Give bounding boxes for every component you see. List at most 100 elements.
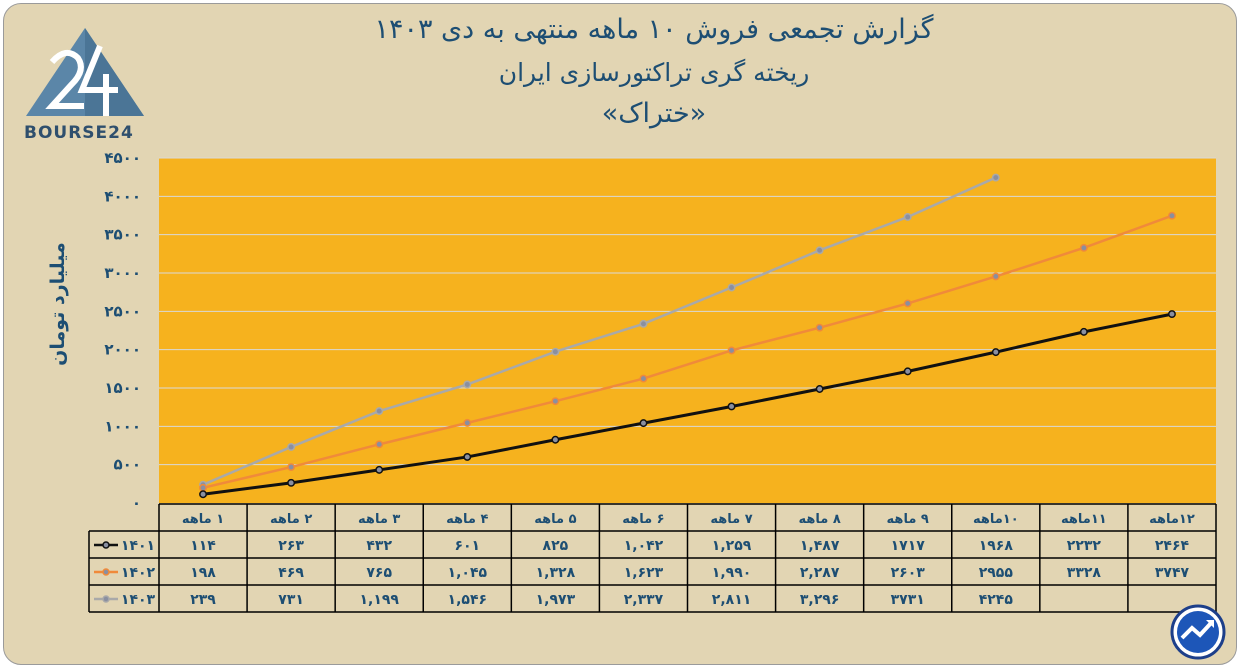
data-label: ۳۳۲۸ — [1067, 565, 1102, 581]
chart-title: گزارش تجمعی فروش ۱۰ ماهه منتهی به دی ۱۴۰… — [374, 14, 934, 45]
y-tick-label: ۴۰۰۰ — [104, 187, 141, 205]
data-point — [463, 418, 472, 427]
legend-label-1403: ۱۴۰۳ — [121, 592, 156, 608]
y-tick-label: ۲۵۰۰ — [104, 302, 141, 320]
data-point — [991, 272, 1000, 281]
category-label: ۲ ماهه — [270, 512, 312, 527]
category-label: ۶ ماهه — [622, 512, 664, 527]
data-label: ۲۴۶۴ — [1155, 538, 1190, 554]
data-point — [903, 367, 912, 376]
data-label: ۸۲۵ — [543, 538, 569, 554]
data-label: ۱,۱۹۹ — [359, 592, 399, 608]
data-label: ۳۷۳۱ — [891, 592, 925, 608]
data-point — [639, 419, 648, 428]
cumulative-sales-chart: ۰ ۵۰۰ ۱۰۰۰ ۱۵۰۰ ۲۰۰۰ ۲۵۰۰ ۳۰۰۰ ۳۵۰۰ ۴۰۰۰ ۴۵۰۰ ۱ ما… — [88, 149, 1217, 613]
y-tick-label: ۳۵۰۰ — [104, 226, 141, 244]
trend-arrow-logo-icon — [1170, 604, 1226, 660]
data-point — [551, 397, 560, 406]
data-label: ۳۷۴۷ — [1155, 565, 1190, 581]
legend-swatch-marker — [102, 541, 110, 549]
y-tick-label: ۲۰۰۰ — [104, 341, 141, 359]
data-label: ۷۳۱ — [278, 592, 304, 608]
data-label: ۱,۴۸۷ — [800, 538, 840, 554]
category-label: ۷ ماهه — [710, 512, 752, 527]
category-label: ۵ ماهه — [534, 512, 576, 527]
y-tick-label: ۳۰۰۰ — [104, 264, 141, 282]
data-point — [639, 319, 648, 328]
data-label: ۱,۵۴۶ — [448, 592, 488, 608]
data-point — [903, 299, 912, 308]
legend-swatch-marker — [102, 595, 110, 603]
data-point — [991, 173, 1000, 182]
data-point — [815, 385, 824, 393]
data-label: ۴۳۲ — [366, 538, 392, 554]
data-point — [287, 478, 296, 487]
data-point — [815, 323, 824, 332]
y-tick-label: ۵۰۰ — [114, 456, 141, 474]
data-label: ۱۱۴ — [190, 538, 216, 554]
category-label: ۱ ماهه — [182, 512, 224, 527]
data-label: ۱۷۱۷ — [891, 538, 926, 554]
data-label: ۲۶۰۳ — [891, 565, 926, 581]
legend-label-1401: ۱۴۰۱ — [121, 538, 155, 554]
data-point — [1079, 327, 1088, 336]
category-label: ۴ ماهه — [446, 512, 488, 527]
legend-swatch-marker — [102, 568, 110, 576]
data-label: ۲,۳۳۷ — [624, 592, 664, 608]
data-label: ۳,۲۹۶ — [800, 592, 840, 608]
series-line-1402 — [202, 214, 1173, 490]
data-point — [1168, 310, 1176, 319]
y-tick-label: ۴۵۰۰ — [104, 149, 141, 167]
data-label: ۲,۸۱۱ — [712, 592, 752, 608]
data-label: ۲۶۳ — [278, 538, 304, 554]
category-label: ۱۱ماهه — [1061, 512, 1107, 527]
data-label: ۱۹۸ — [190, 565, 216, 581]
data-point — [551, 435, 560, 444]
data-point — [727, 283, 736, 292]
category-label: ۳ ماهه — [358, 512, 400, 527]
chart-subtitle-ticker: «ختراک» — [601, 98, 707, 129]
y-tick-label: ۰ — [132, 494, 141, 512]
category-label: ۱۲ماهه — [1149, 512, 1195, 527]
data-point — [375, 407, 384, 416]
bourse24-triangle-logo-icon — [26, 28, 144, 116]
category-label: ۸ ماهه — [798, 512, 840, 527]
series-line-1401 — [202, 312, 1173, 496]
plot-area — [159, 158, 1216, 503]
data-label: ۷۶۵ — [366, 565, 392, 581]
data-point — [463, 452, 472, 461]
y-tick-label: ۱۰۰۰ — [104, 417, 141, 435]
data-label: ۶۰۱ — [454, 538, 480, 554]
data-point — [727, 402, 736, 411]
category-label: ۹ ماهه — [887, 512, 929, 527]
data-point — [1168, 211, 1176, 220]
data-point — [903, 213, 912, 221]
data-label: ۱,۰۴۵ — [448, 565, 488, 581]
data-point — [727, 346, 736, 355]
legend-label-1402: ۱۴۰۲ — [121, 565, 156, 581]
data-label: ۲,۲۸۷ — [800, 565, 840, 581]
data-point — [1079, 243, 1088, 252]
data-label: ۲۲۳۲ — [1067, 538, 1102, 554]
data-point — [287, 463, 296, 471]
data-label: ۲۳۹ — [190, 592, 216, 608]
data-label: ۱,۶۲۳ — [624, 565, 664, 581]
y-tick-label: ۱۵۰۰ — [104, 379, 141, 397]
data-label: ۲۹۵۵ — [979, 565, 1014, 581]
series-line-1403 — [202, 176, 997, 486]
data-point — [991, 348, 1000, 357]
logo-text: BOURSE24 — [24, 123, 134, 143]
data-point — [375, 440, 384, 449]
data-point — [639, 374, 648, 383]
category-label: ۱۰ماهه — [973, 512, 1019, 527]
data-point — [815, 246, 824, 255]
data-label: ۱,۲۵۹ — [712, 538, 752, 554]
data-label: ۱,۹۷۳ — [536, 592, 576, 608]
data-label: ۴۶۹ — [278, 565, 304, 581]
data-point — [287, 443, 296, 451]
data-label: ۱,۹۹۰ — [712, 565, 752, 581]
chart-subtitle-company: ریخته گری تراکتورسازی ایران — [498, 58, 810, 87]
data-point — [199, 490, 207, 499]
data-label: ۱۹۶۸ — [979, 538, 1014, 554]
data-point — [463, 380, 472, 389]
